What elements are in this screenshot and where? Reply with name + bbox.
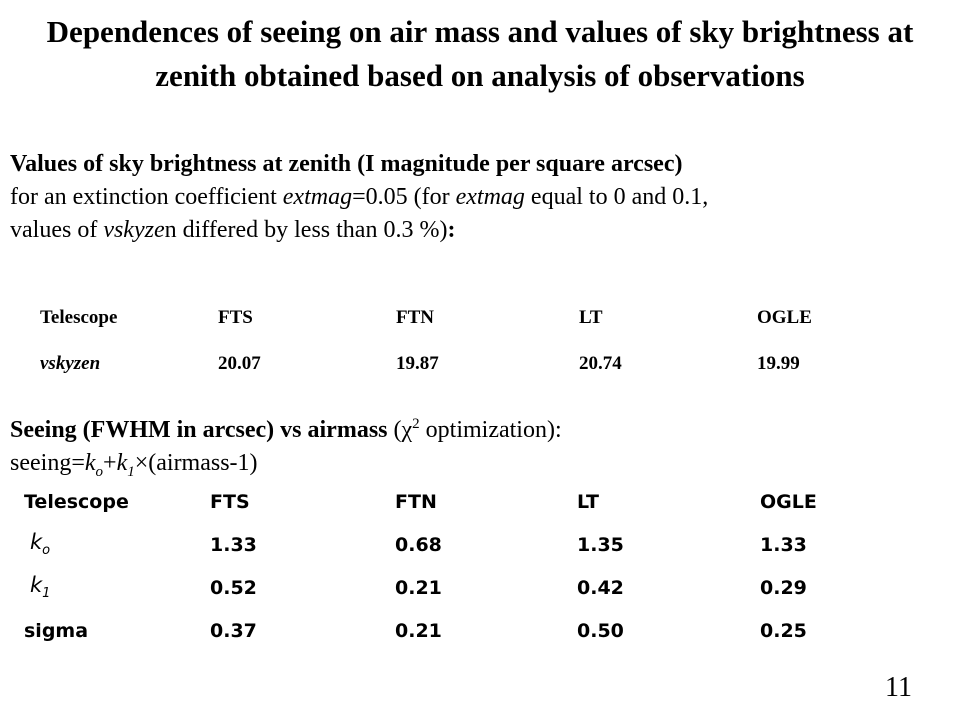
column-header: LT [577, 490, 599, 513]
table-cell: 1.33 [760, 533, 807, 556]
table-row: ko 1.33 0.68 1.35 1.33 [24, 523, 817, 566]
text-fragment: + [103, 450, 117, 476]
page-number: 11 [885, 672, 912, 703]
column-header: OGLE [760, 490, 817, 513]
subscript: o [42, 543, 51, 559]
table-cell: 20.07 [218, 353, 261, 374]
table-cell: 0.68 [395, 533, 442, 556]
table-row: k1 0.52 0.21 0.42 0.29 [24, 566, 817, 609]
table-cell: 19.87 [396, 353, 439, 374]
column-header: Telescope [40, 307, 118, 328]
text-fragment: n differed by less than 0.3 %) [164, 217, 448, 243]
column-header: FTN [396, 307, 434, 328]
table-cell: 0.29 [760, 576, 807, 599]
text-fragment: equal to 0 and 0.1, [524, 184, 709, 210]
seeing-formula: seeing=ko+k1×(airmass-1) [10, 447, 950, 489]
column-header: FTS [210, 490, 250, 513]
table-cell: 20.74 [579, 353, 622, 374]
superscript: 2 [412, 416, 420, 432]
extmag-variable: extmag [282, 184, 353, 210]
subscript: 1 [127, 463, 135, 480]
column-header: LT [579, 307, 603, 328]
extinction-note-line: for an extinction coefficient extmag=0.0… [10, 181, 950, 214]
row-label: vskyzen [40, 353, 101, 374]
subscript: o [95, 463, 104, 480]
column-header: Telescope [24, 490, 129, 513]
table-cell: 0.50 [577, 619, 624, 642]
vskyzen-note-line: values of vskyzen differed by less than … [10, 214, 950, 247]
table-cell: 0.21 [395, 576, 442, 599]
text-fragment: for an extinction coefficient [10, 184, 283, 210]
seeing-intro: Seeing (FWHM in arcsec) vs airmass (χ2 o… [10, 408, 950, 489]
sky-brightness-heading: Values of sky brightness at zenith (I ma… [10, 151, 683, 177]
table-header-row: Telescope FTS FTN LT OGLE [40, 295, 812, 341]
table-header-row: Telescope FTS FTN LT OGLE [24, 480, 817, 523]
text-fragment: =0.05 (for [352, 184, 456, 210]
table-cell: 19.99 [757, 353, 800, 374]
column-header: OGLE [757, 307, 812, 328]
vskyzen-variable: vskyze [103, 217, 165, 243]
column-header: FTS [218, 307, 253, 328]
table-cell: 0.21 [395, 619, 442, 642]
k-variable: k [116, 450, 128, 476]
table-cell: 1.33 [210, 533, 257, 556]
seeing-heading: Seeing (FWHM in arcsec) vs airmass [10, 417, 388, 443]
table-cell: 1.35 [577, 533, 624, 556]
sky-brightness-intro: Values of sky brightness at zenith (I ma… [10, 148, 950, 247]
column-header: FTN [395, 490, 437, 513]
table-cell: 0.25 [760, 619, 807, 642]
sky-brightness-table: Telescope FTS FTN LT OGLE vskyzen 20.07 … [40, 295, 812, 387]
table-cell: 0.37 [210, 619, 257, 642]
text-fragment: values of [10, 217, 104, 243]
seeing-table: Telescope FTS FTN LT OGLE ko 1.33 0.68 1… [24, 480, 817, 652]
table-cell: 0.52 [210, 576, 257, 599]
table-cell: 0.42 [577, 576, 624, 599]
extmag-variable: extmag [455, 184, 525, 210]
row-label: k1 [24, 566, 210, 609]
row-label: ko [24, 523, 210, 566]
text-fragment: k [30, 530, 43, 555]
text-fragment: k [30, 573, 43, 598]
text-fragment: : [447, 217, 456, 243]
text-fragment: seeing= [10, 450, 85, 476]
k-variable: k [84, 450, 96, 476]
seeing-heading-line: Seeing (FWHM in arcsec) vs airmass (χ2 o… [10, 408, 950, 447]
table-row: sigma 0.37 0.21 0.50 0.25 [24, 609, 817, 652]
table-row: vskyzen 20.07 19.87 20.74 19.99 [40, 341, 812, 387]
text-fragment: (χ [387, 417, 413, 443]
text-fragment: optimization): [419, 417, 562, 443]
row-label: sigma [24, 619, 89, 642]
text-fragment: ×(airmass-1) [134, 450, 258, 476]
slide-title: Dependences of seeing on air mass and va… [46, 14, 914, 93]
subscript: 1 [42, 586, 51, 602]
